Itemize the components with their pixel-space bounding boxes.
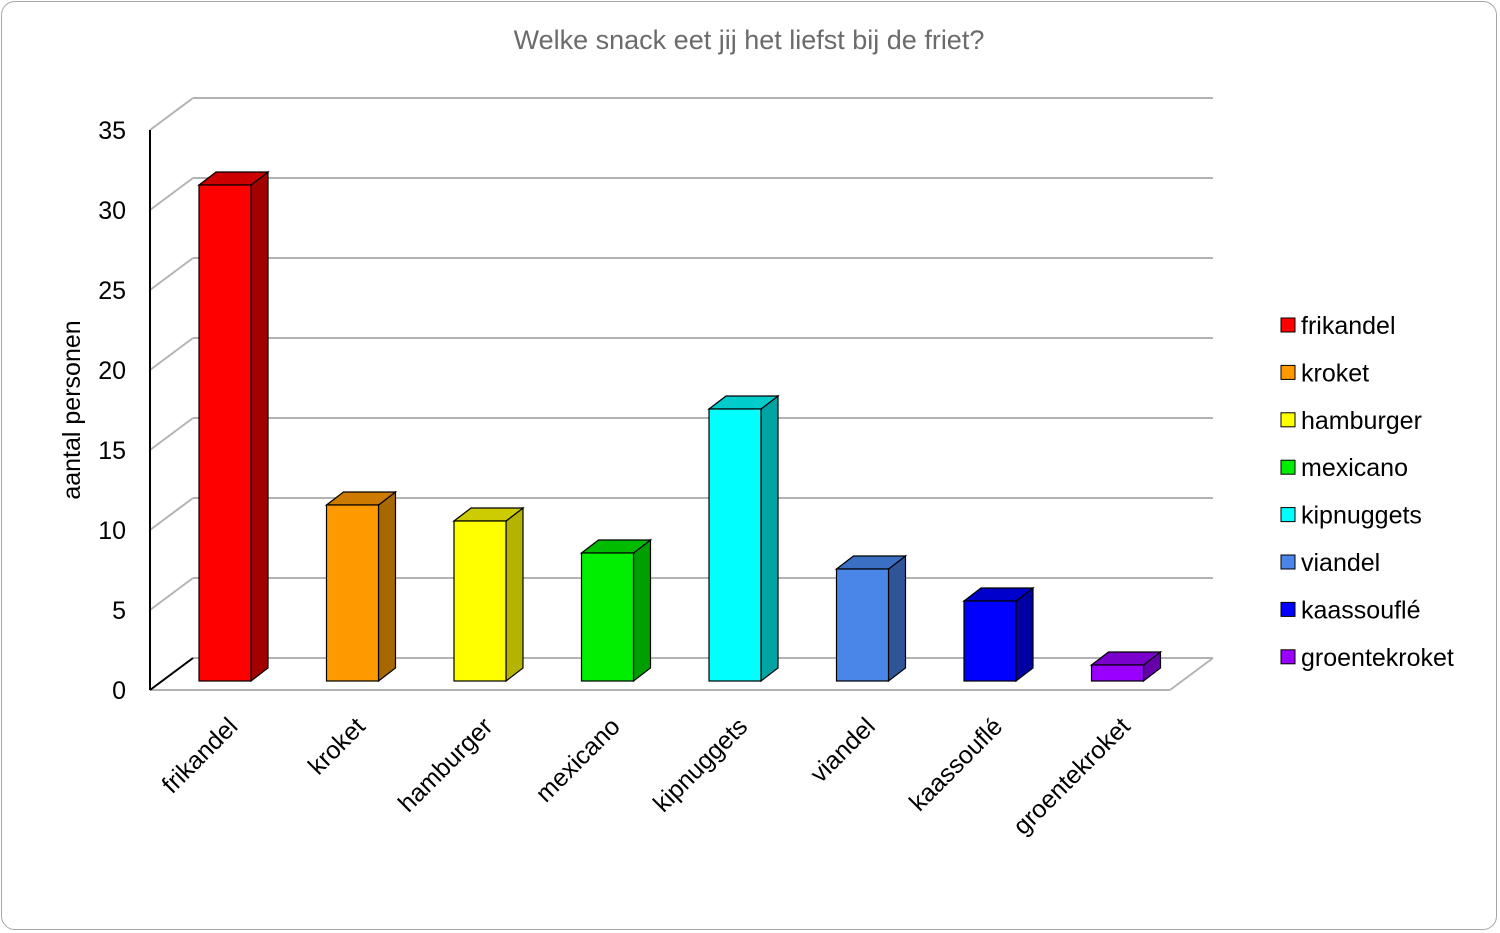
floor-left-edge	[149, 657, 194, 691]
x-tick-label: kroket	[303, 712, 371, 780]
legend-swatch	[1280, 507, 1296, 523]
bar-side	[505, 506, 524, 683]
legend-label: kroket	[1301, 359, 1369, 387]
legend-swatch	[1280, 554, 1296, 570]
gridline-diagonal	[149, 257, 194, 291]
legend-swatch	[1280, 364, 1296, 380]
bar-side	[1015, 586, 1034, 683]
gridlines	[149, 97, 1213, 691]
legend-swatch	[1280, 601, 1296, 617]
bar-front	[198, 184, 252, 682]
legend-item: kipnuggets	[1280, 502, 1422, 530]
bar-front	[453, 520, 507, 682]
y-axis-label: aantal personen	[58, 320, 86, 499]
legend-label: groentekroket	[1301, 644, 1454, 672]
x-tick-label: groentekroket	[1008, 712, 1136, 840]
legend-label: frikandel	[1301, 312, 1396, 340]
bar	[834, 554, 908, 683]
x-tick-label: kaassouflé	[904, 712, 1008, 816]
bar	[324, 490, 398, 683]
legend-item: kroket	[1280, 359, 1369, 387]
floor-right-edge	[1169, 657, 1214, 691]
bar-side	[377, 490, 397, 683]
y-tick-label: 15	[98, 437, 126, 465]
x-tick-label: hamburger	[393, 712, 498, 817]
bar-front	[963, 600, 1017, 682]
legend-label: kipnuggets	[1301, 502, 1422, 530]
bar	[452, 506, 525, 683]
x-tick-label: frikandel	[157, 712, 244, 799]
bar-side	[760, 394, 779, 683]
legend-item: frikandel	[1280, 312, 1396, 340]
gridline-diagonal	[149, 417, 194, 451]
bar-front	[325, 504, 380, 682]
legend-swatch	[1280, 649, 1296, 665]
bars	[197, 170, 1163, 683]
legend: frikandel kroket hamburger mexicano kipnugge…	[1280, 312, 1454, 672]
x-tick-label: viandel	[805, 712, 881, 788]
bar-front	[580, 552, 635, 682]
bar	[197, 170, 270, 683]
bar	[579, 538, 653, 683]
chart-title: Welke snack eet jij het liefst bij de fr…	[514, 25, 985, 55]
y-tick-label: 10	[98, 517, 126, 545]
bar-front	[708, 408, 762, 682]
bar	[962, 586, 1035, 683]
y-axis-ticks: 0 5 10 15 20 25 30 35	[98, 117, 126, 705]
legend-label: viandel	[1301, 549, 1380, 577]
y-tick-label: 0	[112, 677, 126, 705]
gridline-diagonal	[149, 177, 194, 211]
gridline-diagonal	[149, 97, 194, 131]
y-tick-label: 5	[112, 597, 126, 625]
legend-item: viandel	[1280, 549, 1380, 577]
y-tick-label: 30	[98, 197, 126, 225]
bar-side	[632, 538, 652, 683]
legend-label: kaassouflé	[1301, 596, 1421, 624]
bar-side	[250, 170, 269, 683]
legend-item: mexicano	[1280, 454, 1408, 482]
legend-label: mexicano	[1301, 454, 1408, 482]
legend-label: hamburger	[1301, 407, 1422, 435]
x-tick-label: kipnuggets	[648, 712, 753, 817]
legend-item: hamburger	[1280, 407, 1422, 435]
legend-item: groentekroket	[1280, 644, 1454, 672]
bar	[1089, 650, 1163, 683]
x-axis-ticks: frikandel kroket hamburger mexicano kipnugge…	[157, 712, 1136, 840]
gridline-diagonal	[149, 337, 194, 371]
x-tick-label: mexicano	[530, 712, 625, 807]
y-tick-label: 20	[98, 357, 126, 385]
y-tick-label: 35	[98, 117, 126, 145]
bar-side	[887, 554, 907, 683]
legend-item: kaassouflé	[1280, 596, 1421, 624]
bar-front	[835, 568, 890, 682]
gridline-diagonal	[149, 497, 194, 531]
gridline-diagonal	[149, 577, 194, 611]
axes	[149, 130, 1214, 691]
legend-swatch	[1280, 317, 1296, 333]
bar-front	[1090, 664, 1145, 682]
legend-swatch	[1280, 459, 1296, 475]
y-tick-label: 25	[98, 277, 126, 305]
legend-swatch	[1280, 412, 1296, 428]
bar	[707, 394, 780, 683]
